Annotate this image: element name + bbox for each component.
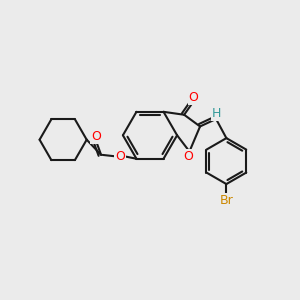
Text: Br: Br	[220, 194, 233, 207]
Text: O: O	[189, 91, 199, 104]
Text: O: O	[91, 130, 100, 143]
Text: H: H	[212, 107, 221, 120]
Text: O: O	[183, 150, 193, 163]
Text: O: O	[115, 150, 125, 163]
